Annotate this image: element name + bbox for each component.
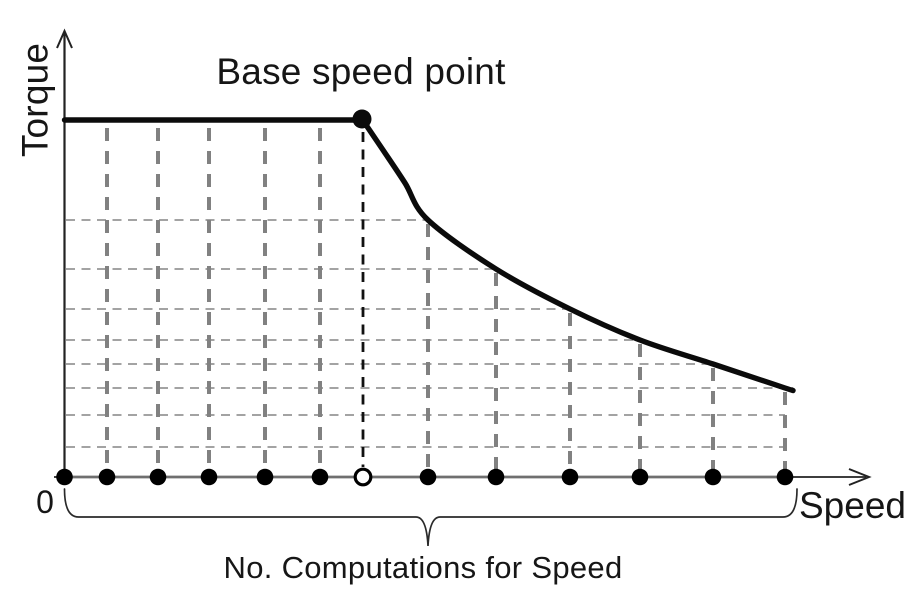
speed-sample-dot — [98, 468, 116, 486]
speed-sample-dot — [200, 468, 218, 486]
x-axis-arrowhead — [848, 468, 872, 486]
torque-curve-decay — [359, 116, 796, 394]
speed-sample-dot — [56, 468, 73, 486]
annotation-base-speed-point: Base speed point — [216, 51, 506, 92]
speed-range-brace — [63, 488, 798, 547]
brace-label: No. Computations for Speed — [223, 550, 623, 585]
speed-sample-dot — [487, 468, 505, 486]
speed-sample-dot — [631, 468, 649, 486]
speed-sample-dot — [419, 468, 437, 486]
speed-sample-dot — [561, 468, 579, 486]
speed-sample-dot — [776, 468, 794, 486]
speed-sample-dot — [311, 468, 329, 486]
origin-label: 0 — [36, 484, 54, 520]
base-speed-point-marker — [352, 109, 372, 129]
speed-sample-dot — [704, 468, 722, 486]
y-axis-arrowhead — [56, 28, 73, 49]
speed-sample-dot — [256, 468, 274, 486]
base-speed-axis-marker — [353, 467, 373, 487]
x-axis-label: Speed — [799, 485, 906, 526]
y-axis-label: Torque — [14, 42, 56, 158]
speed-sample-dot — [149, 468, 167, 486]
